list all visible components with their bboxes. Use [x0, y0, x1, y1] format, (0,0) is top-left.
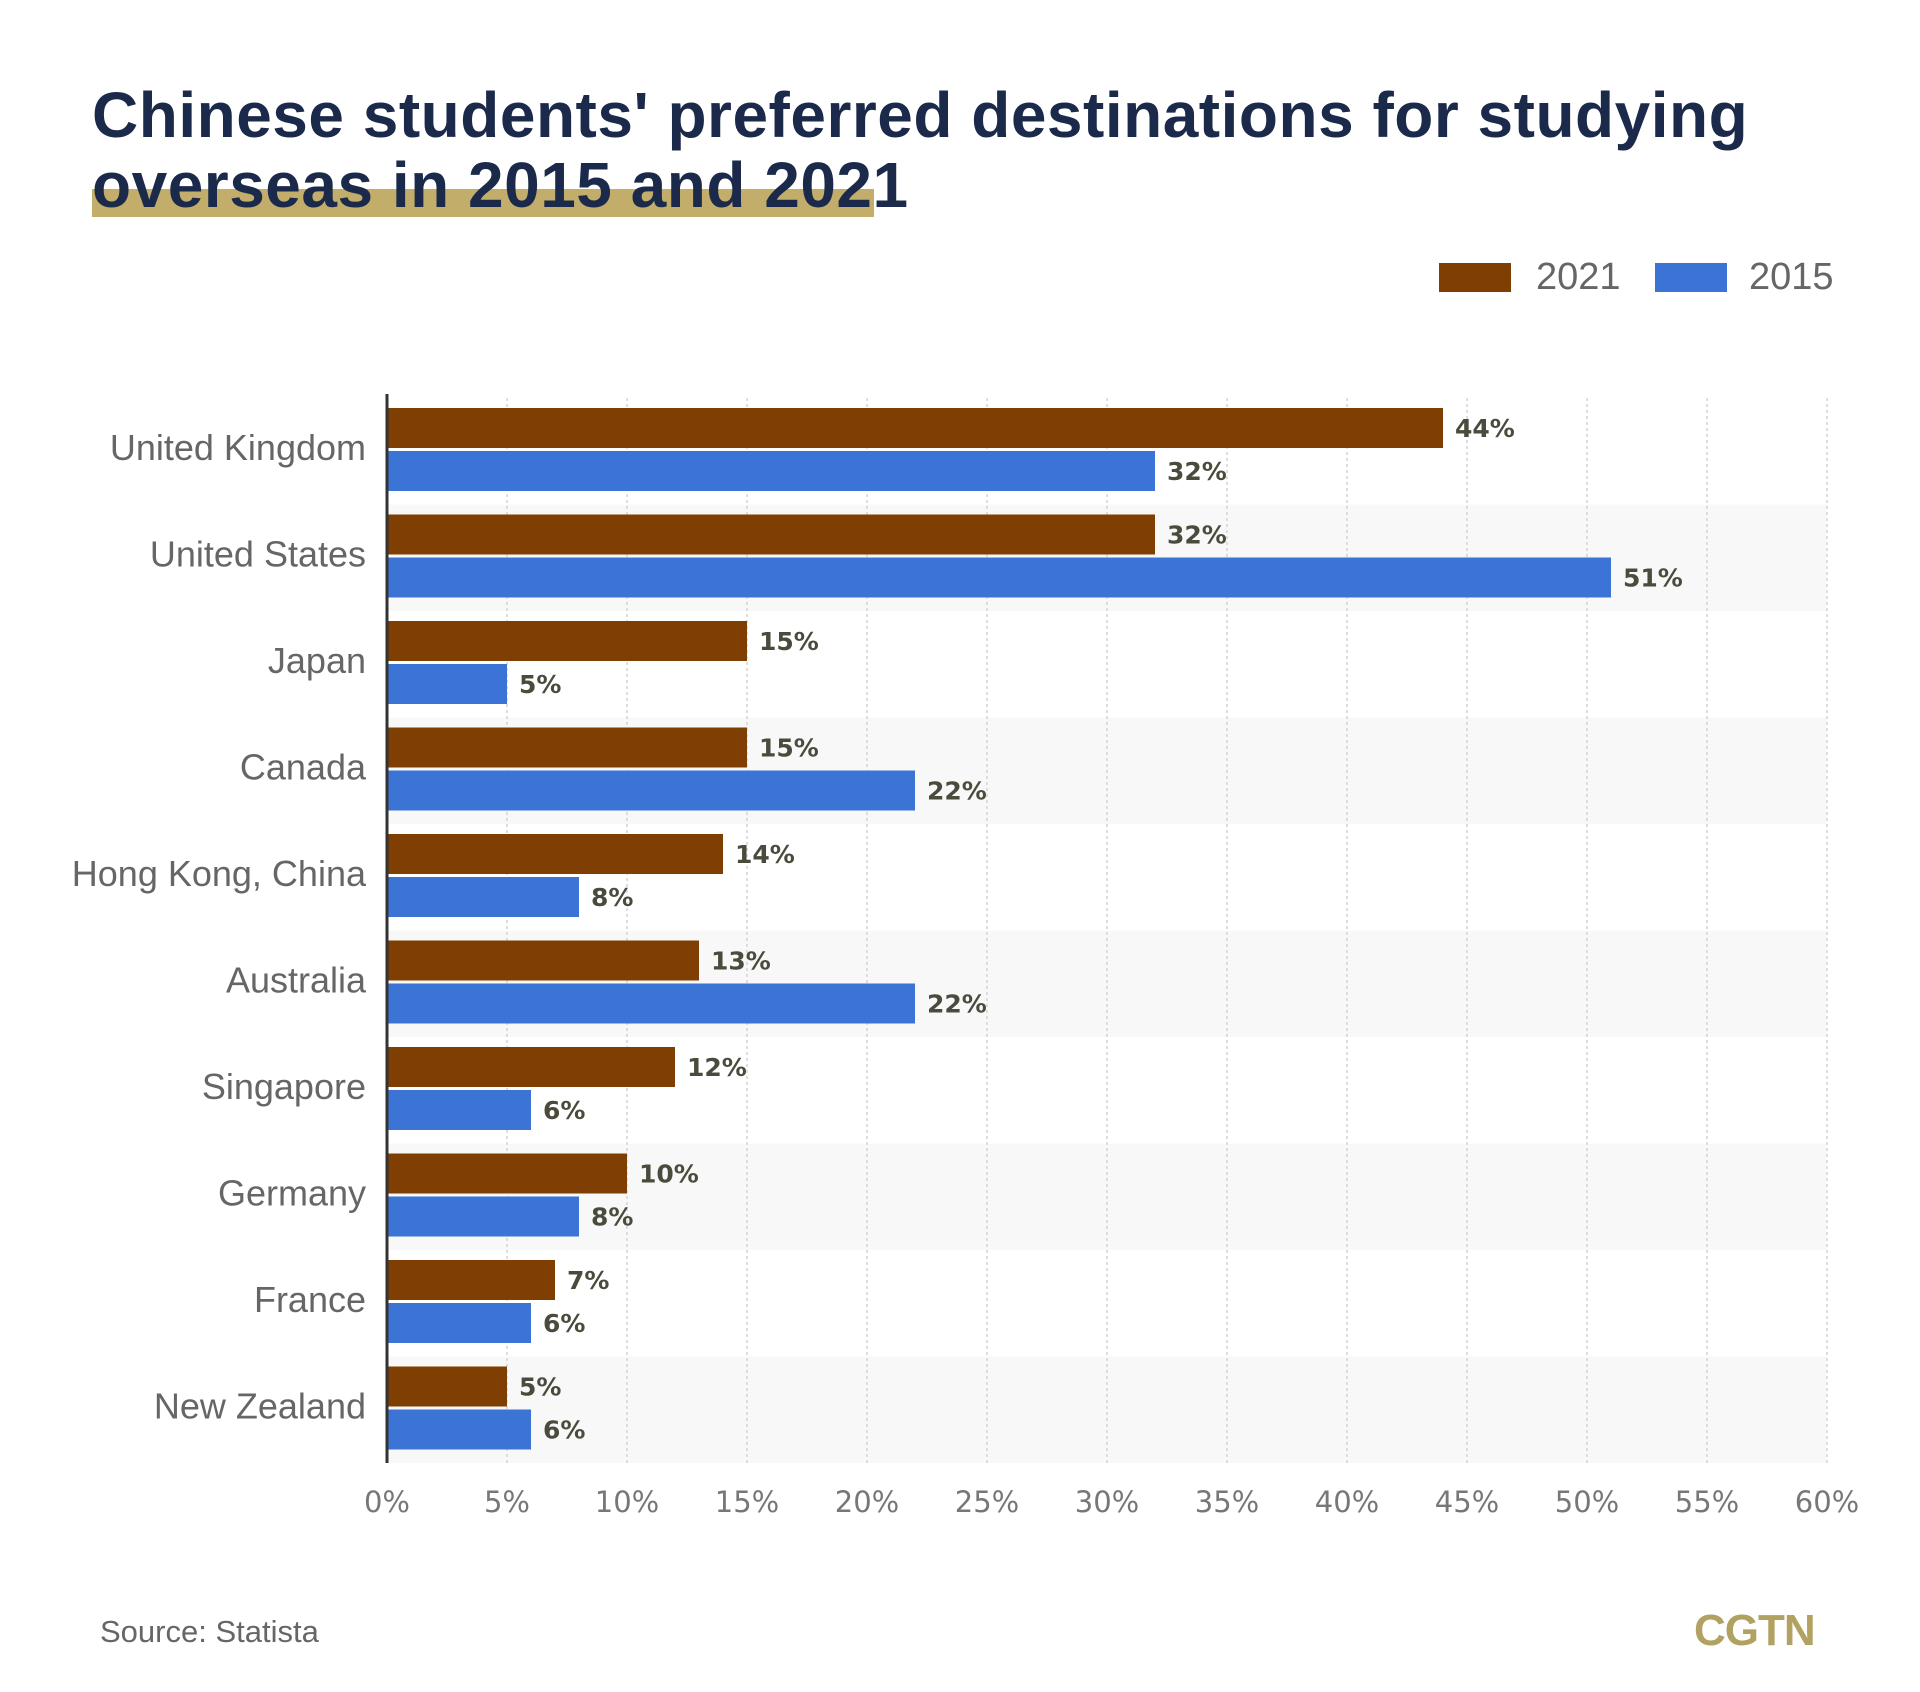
legend-swatch-2021 [1439, 263, 1511, 292]
bar-2015 [387, 877, 579, 917]
bar-2015 [387, 770, 915, 811]
value-label: 22% [927, 990, 987, 1019]
x-tick-label: 10% [595, 1485, 659, 1519]
bar-2015 [387, 664, 507, 704]
value-label: 10% [639, 1160, 699, 1189]
value-label: 22% [927, 777, 987, 806]
bar-2021 [387, 514, 1155, 555]
title-highlight [92, 189, 874, 217]
chart-title: Chinese students' preferred destinations… [92, 80, 1748, 220]
x-tick-label: 35% [1195, 1485, 1259, 1519]
x-tick-label: 30% [1075, 1485, 1139, 1519]
legend-label-2015: 2015 [1749, 256, 1834, 298]
bar-2015 [387, 1090, 531, 1130]
legend-swatch-2015 [1655, 263, 1727, 292]
bar-2021 [387, 408, 1443, 448]
bar-2015 [387, 557, 1611, 598]
bar-2015 [387, 1303, 531, 1343]
bar-2021 [387, 1153, 627, 1194]
bar-2021 [387, 940, 699, 981]
x-tick-label: 50% [1555, 1485, 1619, 1519]
value-label: 7% [567, 1266, 609, 1295]
legend-label-2021: 2021 [1536, 256, 1621, 298]
value-label: 6% [543, 1096, 585, 1125]
category-label: Singapore [202, 1066, 366, 1107]
category-label: United Kingdom [110, 427, 366, 468]
bar-2021 [387, 621, 747, 661]
x-tick-label: 55% [1675, 1485, 1739, 1519]
x-tick-label: 0% [364, 1485, 410, 1519]
source-note: Source: Statista [100, 1614, 319, 1649]
value-label: 32% [1167, 521, 1227, 550]
category-label: Hong Kong, China [72, 853, 367, 894]
bar-2021 [387, 834, 723, 874]
value-label: 15% [759, 627, 819, 656]
value-label: 32% [1167, 457, 1227, 486]
title-line-2: overseas in 2015 and 2021 [92, 149, 909, 221]
category-label: Canada [240, 747, 367, 788]
bar-2015 [387, 451, 1155, 491]
cgtn-logo: CGTN [1694, 1606, 1816, 1655]
category-label: Germany [218, 1173, 366, 1214]
bar-2015 [387, 983, 915, 1024]
bar-2021 [387, 1366, 507, 1407]
value-label: 12% [687, 1053, 747, 1082]
category-label: New Zealand [154, 1386, 366, 1427]
value-label: 51% [1623, 564, 1683, 593]
category-label: Australia [226, 960, 367, 1001]
x-tick-label: 20% [835, 1485, 899, 1519]
value-label: 6% [543, 1309, 585, 1338]
x-tick-label: 40% [1315, 1485, 1379, 1519]
value-label: 13% [711, 947, 771, 976]
bar-2015 [387, 1409, 531, 1450]
value-label: 8% [591, 1203, 633, 1232]
value-label: 15% [759, 734, 819, 763]
value-label: 14% [735, 840, 795, 869]
x-tick-label: 45% [1435, 1485, 1499, 1519]
value-label: 44% [1455, 414, 1515, 443]
bar-2021 [387, 1047, 675, 1087]
value-label: 5% [519, 1373, 561, 1402]
bar-2015 [387, 1196, 579, 1237]
title-line-1: Chinese students' preferred destinations… [92, 79, 1749, 151]
x-tick-label: 15% [715, 1485, 779, 1519]
value-label: 5% [519, 670, 561, 699]
category-label: Japan [268, 640, 366, 681]
bar-2021 [387, 1260, 555, 1300]
x-tick-label: 25% [955, 1485, 1019, 1519]
x-tick-label: 5% [484, 1485, 530, 1519]
value-label: 8% [591, 883, 633, 912]
category-band [387, 1356, 1827, 1463]
category-label: France [254, 1279, 366, 1320]
value-label: 6% [543, 1416, 585, 1445]
bar-2021 [387, 727, 747, 768]
x-tick-label: 60% [1795, 1485, 1859, 1519]
category-label: United States [150, 534, 366, 575]
